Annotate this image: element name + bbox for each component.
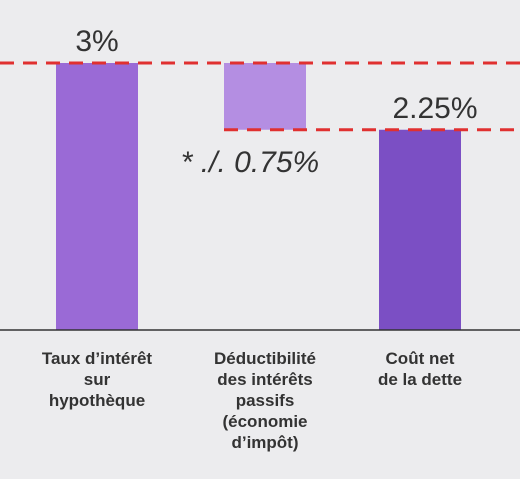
value-label: 3% [75,25,118,58]
category-label: Coût net de la dette [377,349,463,389]
value-label: * ./. 0.75% [181,146,319,179]
bar [56,63,138,330]
bar [379,129,461,330]
category-label: Taux d’intérêt sur hypothèque [41,349,153,410]
bar [224,63,306,130]
category-label: Déductibilité des intérêts passifs (écon… [213,349,316,452]
value-label: 2.25% [392,92,477,125]
